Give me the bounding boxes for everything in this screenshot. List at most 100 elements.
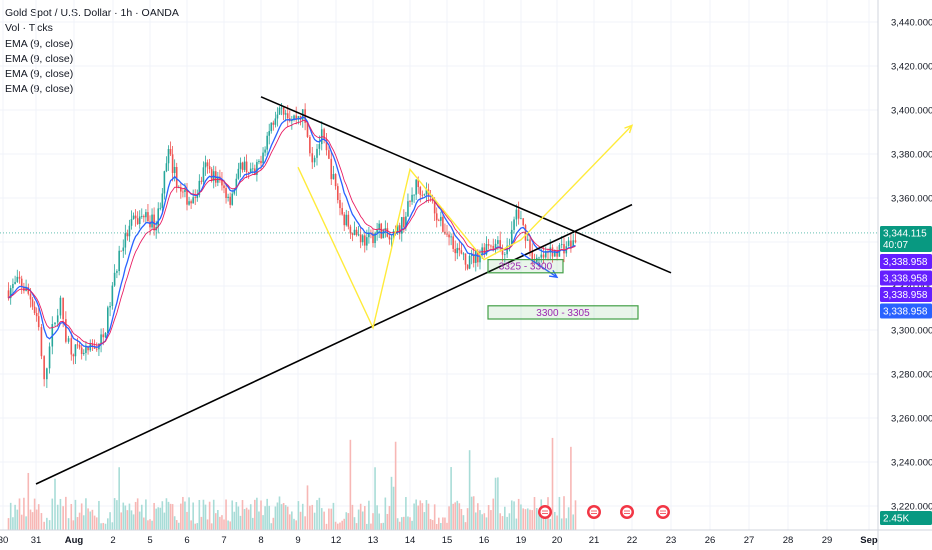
volume-bar xyxy=(444,517,446,530)
volume-bar xyxy=(390,476,393,530)
volume-bar xyxy=(490,510,492,530)
event-icon-inner xyxy=(658,507,668,517)
event-icon-inner xyxy=(622,507,632,517)
x-tick-label: 8 xyxy=(258,535,263,546)
y-tick-label: 3,420.000 xyxy=(891,62,932,73)
candle-body xyxy=(306,122,309,137)
candle-body xyxy=(517,209,520,219)
volume-bar xyxy=(204,504,207,530)
candle-body xyxy=(221,180,223,186)
volume-bar xyxy=(171,504,174,530)
volume-bar xyxy=(337,523,339,530)
candle-body xyxy=(54,322,56,325)
volume-bar xyxy=(567,507,570,530)
volume-bar xyxy=(288,514,291,530)
candle-body xyxy=(433,200,436,214)
candle-body xyxy=(171,154,174,173)
volume-bar xyxy=(440,523,442,530)
candle-body xyxy=(260,160,262,164)
ema-price-badge xyxy=(880,303,932,319)
candle-body xyxy=(95,348,98,350)
candle-body xyxy=(328,150,330,159)
volume-bar xyxy=(223,519,225,530)
volume-bar xyxy=(109,512,111,530)
x-tick-label: 15 xyxy=(442,535,453,546)
volume-bar xyxy=(82,515,85,530)
candle-body xyxy=(186,189,188,205)
candle-body xyxy=(268,131,271,136)
candle-body xyxy=(40,327,43,357)
volume-bar xyxy=(89,511,92,530)
volume-bar xyxy=(524,509,527,530)
volume-bar xyxy=(396,518,399,530)
volume-bar xyxy=(535,508,538,530)
candle-body xyxy=(515,209,518,220)
volume-bar xyxy=(311,504,314,530)
volume-bar xyxy=(33,498,36,530)
candle-body xyxy=(56,315,59,323)
volume-bar xyxy=(366,523,368,530)
candle-body xyxy=(462,253,465,255)
candle-body xyxy=(111,285,114,306)
volume-bar xyxy=(323,511,325,530)
y-tick-label: 3,260.000 xyxy=(891,414,932,425)
volume-bar xyxy=(355,523,358,530)
target-zone-label: 3300 - 3305 xyxy=(536,308,590,319)
volume-bar xyxy=(124,505,127,530)
y-tick-label: 3,220.000 xyxy=(891,502,932,513)
candle-body xyxy=(7,290,10,299)
volume-bar xyxy=(128,503,131,530)
candle-body xyxy=(466,264,469,269)
volume-bar xyxy=(143,517,145,530)
candle-body xyxy=(74,344,77,357)
volume-bar xyxy=(198,499,201,530)
candle-body xyxy=(23,286,25,291)
candle-body xyxy=(169,149,172,155)
volume-bar xyxy=(118,467,120,530)
volume-bar xyxy=(272,517,275,530)
volume-bar xyxy=(276,502,279,530)
volume-bar xyxy=(72,520,75,530)
candle-body xyxy=(231,193,234,205)
volume-bar xyxy=(492,498,495,530)
candle-body xyxy=(456,247,459,254)
y-tick-label: 3,360.000 xyxy=(891,194,932,205)
candle-body xyxy=(549,247,552,253)
x-tick-label: 23 xyxy=(666,535,677,546)
candle-body xyxy=(423,194,426,196)
candle-body xyxy=(184,189,186,192)
x-tick-label: 5 xyxy=(147,535,152,546)
candle-body xyxy=(363,235,366,246)
volume-bar xyxy=(359,503,362,530)
candle-body xyxy=(332,174,335,180)
volume-bar xyxy=(282,503,285,530)
volume-bar xyxy=(572,514,574,530)
volume-bar xyxy=(219,516,221,530)
volume-bar xyxy=(46,517,48,530)
volume-bar xyxy=(419,500,422,530)
volume-bar xyxy=(429,519,432,530)
volume-bar xyxy=(483,513,486,530)
candle-body xyxy=(136,218,139,225)
target-zone xyxy=(487,259,564,274)
volume-bar xyxy=(136,498,139,530)
volume-bar xyxy=(501,516,504,530)
candle-body xyxy=(337,186,339,201)
volume-bar xyxy=(456,500,459,530)
volume-bar xyxy=(574,500,577,530)
candle-body xyxy=(206,162,209,167)
volume-bar xyxy=(200,516,203,530)
x-tick-label: 16 xyxy=(479,535,490,546)
candle-body xyxy=(513,219,515,230)
candle-body xyxy=(132,215,135,220)
candle-body xyxy=(531,251,534,262)
volume-bar xyxy=(184,501,186,530)
volume-bar xyxy=(357,509,360,530)
volume-bar xyxy=(558,496,561,530)
candle-body xyxy=(554,249,556,257)
candle-body xyxy=(138,216,141,225)
candle-body xyxy=(368,232,370,238)
volume-bar xyxy=(286,506,289,530)
ema-line-fast xyxy=(8,116,576,348)
